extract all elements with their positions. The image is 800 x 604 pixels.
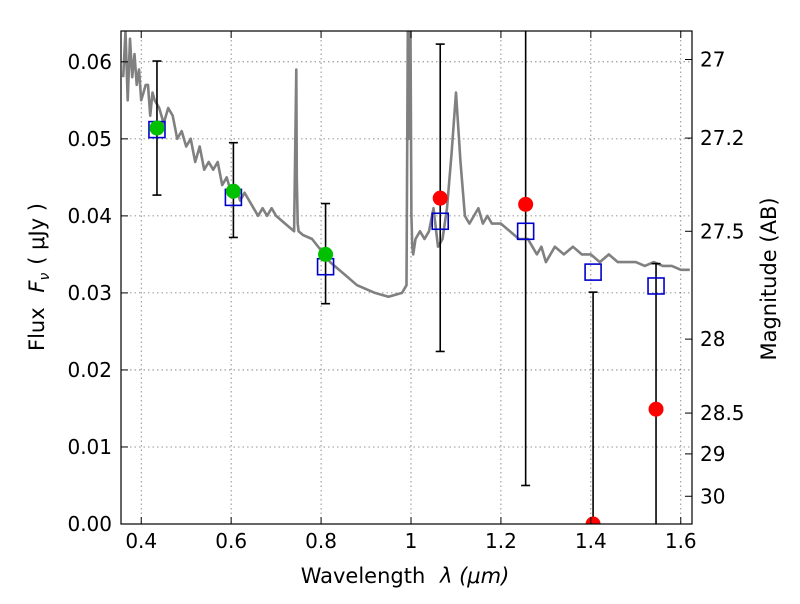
y-tick-label: 0.00 bbox=[67, 512, 112, 536]
x-tick-label: 1 bbox=[405, 529, 418, 553]
red-data-point bbox=[432, 190, 448, 206]
y-tick-label: 0.02 bbox=[67, 358, 112, 382]
x-tick-label: 0.4 bbox=[125, 529, 157, 553]
green-data-point bbox=[225, 183, 241, 199]
y-tick-label: 0.03 bbox=[67, 281, 112, 305]
tick-layer: 0.4 0.6 0.8 1 1.2 1.4 1.6 0.00 0.01 0.02 0.03 0.04 0… bbox=[67, 31, 745, 553]
x-tick-label: 1.2 bbox=[485, 529, 517, 553]
model-box-marker bbox=[431, 212, 450, 231]
y-tick-label: 0.04 bbox=[67, 204, 112, 228]
x-tick-label: 0.8 bbox=[305, 529, 337, 553]
spectrum-line bbox=[121, 31, 690, 299]
y-axis-title-unit: ( μJy ) bbox=[25, 203, 49, 265]
y2-axis-title: Magnitude (AB) bbox=[757, 197, 781, 360]
x-axis-title-symbol: λ (μm) bbox=[439, 564, 509, 588]
x-axis-title-text: Wavelength bbox=[301, 564, 426, 588]
x-tick-label: 1.6 bbox=[665, 529, 697, 553]
y2-tick-label: 28.5 bbox=[700, 401, 745, 425]
y2-tick-label: 27.5 bbox=[700, 219, 745, 243]
model-box-marker bbox=[647, 277, 665, 295]
y2-tick-label: 27.2 bbox=[700, 126, 745, 150]
y-axis-title-subscript: ν bbox=[37, 273, 53, 281]
x-axis-title: Wavelength λ (μm) bbox=[301, 564, 510, 588]
x-tick-label: 0.6 bbox=[215, 529, 247, 553]
red-data-point bbox=[648, 401, 664, 417]
y2-tick-label: 28 bbox=[700, 327, 725, 351]
green-data-point bbox=[318, 246, 334, 262]
model-box-layer bbox=[148, 120, 665, 295]
model-box-marker bbox=[516, 222, 535, 241]
y-axis-title-symbol: F bbox=[25, 280, 49, 293]
point-layer bbox=[149, 120, 664, 524]
y-tick-label: 0.05 bbox=[67, 127, 112, 151]
plot-frame bbox=[120, 30, 693, 525]
y-axis-title: Flux Fν ( μJy ) bbox=[25, 203, 53, 351]
red-data-point bbox=[585, 516, 601, 524]
y2-tick-label: 30 bbox=[700, 484, 725, 508]
model-box-marker bbox=[584, 263, 602, 281]
y2-tick-label: 29 bbox=[700, 442, 725, 466]
x-tick-label: 1.4 bbox=[575, 529, 607, 553]
green-data-point bbox=[149, 120, 165, 136]
y-tick-label: 0.06 bbox=[67, 50, 112, 74]
y2-tick-label: 27 bbox=[700, 48, 725, 72]
y-tick-label: 0.01 bbox=[67, 435, 112, 459]
spectrum-layer bbox=[121, 31, 690, 299]
red-data-point bbox=[518, 196, 534, 212]
frame-layer bbox=[120, 30, 693, 525]
y-axis-title-text: Flux bbox=[25, 307, 49, 351]
